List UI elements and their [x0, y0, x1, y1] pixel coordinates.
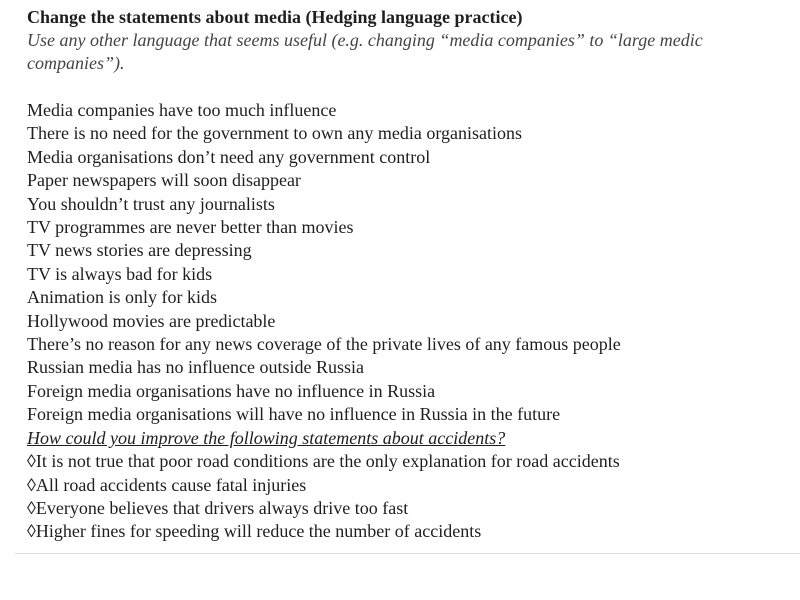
list-item: Animation is only for kids [27, 287, 217, 308]
list-item: Hollywood movies are predictable [27, 310, 276, 331]
document: Change the statements about media (Hedgi… [27, 5, 800, 544]
accident-statements-list: ◊It is not true that poor road condition… [27, 450, 800, 544]
divider [15, 553, 800, 554]
instruction-continued: companies”). [27, 53, 125, 73]
instruction: Use any other language that seems useful… [27, 30, 703, 50]
list-item: Foreign media organisations will have no… [27, 404, 561, 425]
list-item: TV is always bad for kids [27, 263, 213, 284]
list-item: ◊Everyone believes that drivers always d… [27, 497, 409, 518]
list-item: Media companies have too much influence [27, 100, 337, 120]
list-item: Foreign media organisations have no infl… [27, 380, 436, 401]
list-item: Russian media has no influence outside R… [27, 357, 364, 378]
list-item: There is no need for the government to o… [27, 123, 523, 144]
list-item: You shouldn’t trust any journalists [27, 193, 275, 214]
list-item: TV news stories are depressing [27, 240, 252, 261]
list-item: ◊Higher fines for speeding will reduce t… [27, 521, 482, 542]
list-item: Media organisations don’t need any gover… [27, 146, 431, 167]
heading: Change the statements about media (Hedgi… [27, 7, 523, 27]
list-item: ◊It is not true that poor road condition… [27, 451, 620, 472]
list-item: There’s no reason for any news coverage … [27, 334, 621, 355]
accidents-question: How could you improve the following stat… [27, 427, 506, 448]
list-item: ◊All road accidents cause fatal injuries [27, 474, 307, 495]
list-item: TV programmes are never better than movi… [27, 217, 354, 238]
media-statements-list: Media companies have too much influence T… [27, 99, 800, 427]
list-item: Paper newspapers will soon disappear [27, 170, 301, 191]
